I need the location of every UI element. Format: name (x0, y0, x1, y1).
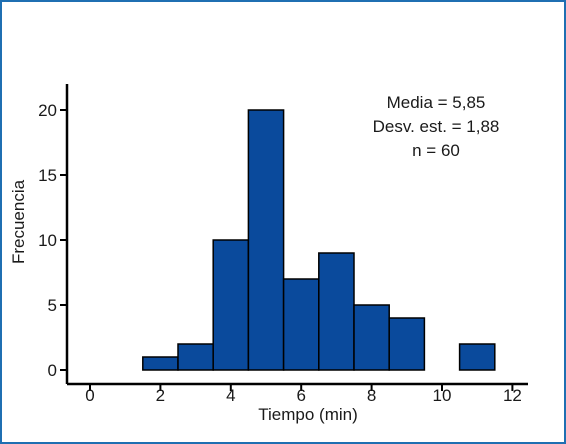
histogram-bar-7 (353, 304, 390, 371)
histogram-bar-6 (318, 252, 355, 371)
y-axis-label: Frecuencia (9, 179, 28, 264)
histogram-bar-2 (177, 343, 214, 371)
histogram-bar-1 (142, 356, 179, 371)
x-tick-label-10: 10 (433, 386, 452, 405)
y-tick-label-0: 0 (48, 361, 57, 380)
stats-line-desv: Desv. est. = 1,88 (373, 117, 500, 136)
x-tick-label-6: 6 (296, 386, 305, 405)
axes (65, 84, 528, 386)
y-tick-label-15: 15 (38, 166, 57, 185)
x-tick-label-8: 8 (367, 386, 376, 405)
x-tick-label-2: 2 (156, 386, 165, 405)
stats-line-media: Media = 5,85 (387, 93, 486, 112)
x-axis-label: Tiempo (min) (258, 405, 358, 424)
histogram-bar-4 (247, 109, 285, 371)
y-tick-label-10: 10 (38, 231, 57, 250)
histogram-bars (142, 109, 496, 371)
tick-marks (60, 109, 514, 391)
stats-line-n: n = 60 (412, 141, 460, 160)
x-tick-label-0: 0 (85, 386, 94, 405)
y-tick-label-5: 5 (48, 296, 57, 315)
y-tick-label-20: 20 (38, 101, 57, 120)
histogram-bar-5 (282, 278, 320, 371)
histogram-bar-3 (212, 239, 250, 371)
histogram-bar-8 (388, 317, 426, 371)
x-tick-label-12: 12 (503, 386, 522, 405)
x-tick-label-4: 4 (226, 386, 235, 405)
histogram-bar-9 (458, 343, 496, 371)
